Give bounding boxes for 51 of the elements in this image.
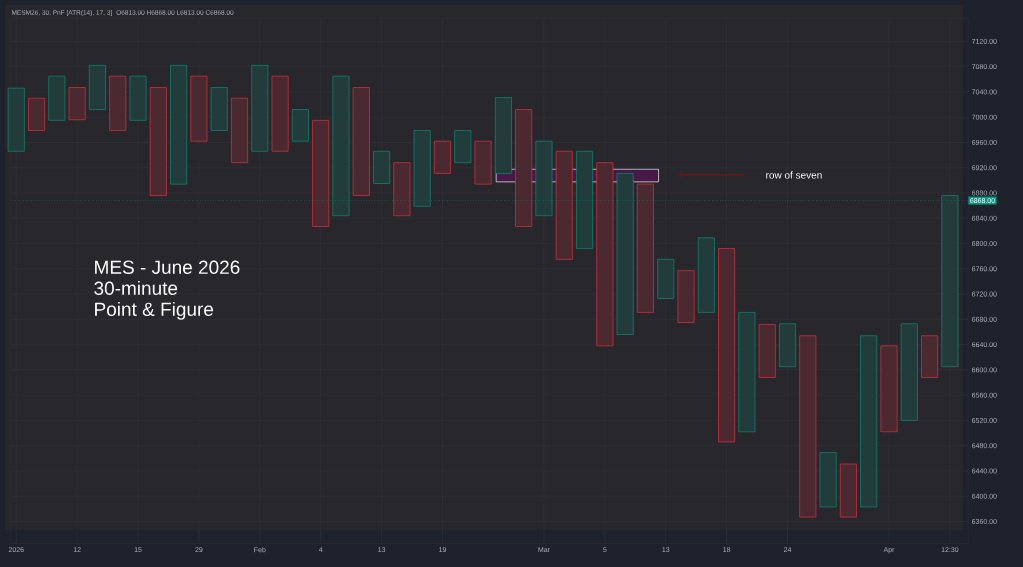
bar [190, 75, 208, 142]
bar [68, 87, 86, 121]
bar [535, 140, 553, 217]
bar [129, 75, 147, 121]
bar [474, 140, 492, 185]
annotation: row of seven [766, 171, 822, 179]
bar [170, 64, 188, 185]
bar [149, 87, 167, 196]
bar [900, 323, 918, 421]
bar [657, 258, 675, 299]
bar [28, 97, 46, 131]
bar [941, 195, 959, 368]
bar [433, 140, 451, 174]
bar [7, 87, 25, 152]
annotation: Point & Figure [95, 302, 214, 320]
annotation: MES - June 2026 [95, 260, 240, 274]
bar [515, 109, 533, 227]
bar [48, 75, 66, 121]
bar [697, 237, 715, 313]
bar [312, 119, 330, 227]
bar [596, 162, 614, 347]
bar [210, 87, 228, 131]
bar [677, 270, 695, 323]
bar [778, 323, 797, 368]
bar [454, 130, 472, 164]
bar [373, 150, 391, 184]
bar [271, 75, 289, 152]
bar [413, 130, 431, 207]
bar [860, 335, 878, 508]
bar [616, 173, 634, 335]
bar [799, 335, 817, 518]
bar [393, 162, 411, 217]
bar [880, 345, 898, 433]
bar [839, 463, 857, 518]
bar [251, 64, 269, 152]
bar [332, 75, 350, 217]
bar [718, 248, 736, 443]
bar [109, 75, 127, 131]
bar [352, 87, 370, 196]
bar [636, 183, 654, 313]
bar [819, 452, 837, 508]
bar [576, 150, 594, 249]
bar [555, 150, 573, 260]
bar [88, 64, 106, 110]
bar [738, 311, 756, 433]
bar [291, 109, 309, 142]
bar [921, 335, 939, 378]
bar [758, 323, 776, 378]
bar [230, 97, 249, 164]
bar [494, 97, 512, 174]
annotation: 30-minute [94, 281, 178, 295]
